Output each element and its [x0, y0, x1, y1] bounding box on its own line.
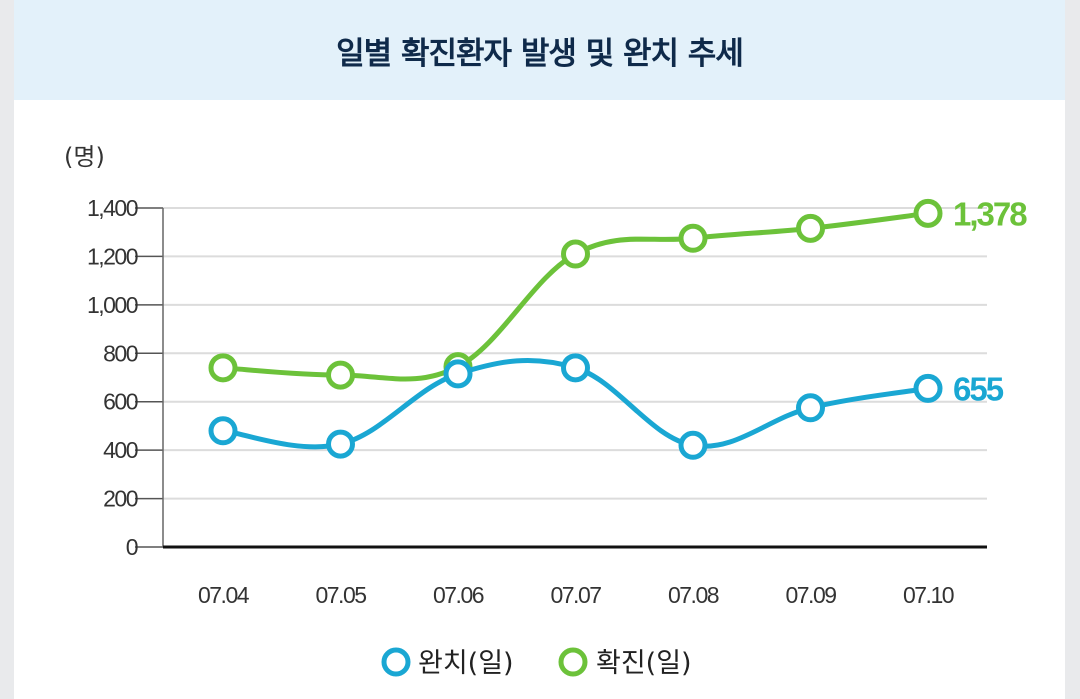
data-point-confirmed [678, 223, 708, 253]
data-point-recovered [561, 353, 590, 383]
legend-label-confirmed: 확진(일) [596, 648, 692, 679]
data-point-recovered [443, 359, 473, 389]
x-tick-label: 07.07 [550, 582, 601, 608]
end-value-label-confirmed: 1,378 [953, 195, 1027, 232]
data-point-recovered [678, 430, 708, 460]
data-point-confirmed [561, 239, 590, 269]
chart-card: 일별 확진환자 발생 및 완치 추세 [14, 0, 1065, 699]
data-point-confirmed [208, 353, 238, 383]
x-tick-label: 07.09 [785, 582, 836, 608]
legend-marker-recovered [381, 647, 411, 677]
x-tick-label: 07.05 [315, 582, 366, 608]
x-tick-label: 07.08 [668, 582, 719, 608]
legend-label-recovered: 완치(일) [418, 648, 514, 679]
y-tick-label: 1,400 [87, 195, 138, 221]
y-tick-label: 1,000 [87, 292, 138, 318]
x-tick-label: 07.10 [903, 582, 954, 608]
x-tick-label: 07.06 [433, 582, 484, 608]
x-tick-label: 07.04 [198, 582, 250, 608]
data-point-recovered [208, 416, 238, 446]
y-axis-unit-label: (명) [64, 143, 105, 171]
y-tick-label: 400 [103, 437, 138, 463]
y-tick-label: 0 [126, 534, 138, 560]
chart-header: 일별 확진환자 발생 및 완치 추세 [14, 0, 1065, 100]
data-point-confirmed [326, 360, 355, 390]
data-point-recovered [913, 373, 943, 403]
data-point-confirmed [796, 213, 825, 243]
end-value-label-recovered: 655 [953, 370, 1004, 407]
chart-title: 일별 확진환자 발생 및 완치 추세 [336, 35, 744, 72]
y-tick-label: 200 [103, 486, 138, 512]
data-point-confirmed [913, 198, 943, 228]
y-tick-label: 800 [103, 340, 138, 366]
data-point-recovered [326, 429, 355, 459]
data-point-recovered [796, 393, 825, 423]
legend-marker-confirmed [558, 647, 588, 677]
y-tick-label: 1,200 [87, 243, 138, 269]
y-tick-label: 600 [103, 389, 138, 415]
